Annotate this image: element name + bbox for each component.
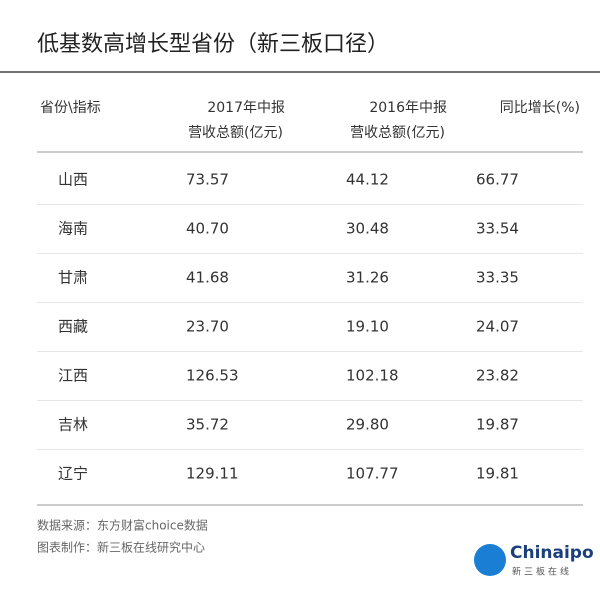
logo: Chinaipo 新三板在线 [474, 543, 594, 578]
value-cell: 33.54 [476, 220, 519, 238]
value-cell: 29.80 [346, 416, 389, 434]
column-header: 省份\指标 [40, 100, 101, 116]
value-cell: 33.35 [476, 269, 519, 287]
province-cell: 海南 [58, 220, 88, 238]
province-cell: 吉林 [58, 416, 88, 434]
value-cell: 30.48 [346, 220, 389, 238]
value-cell: 102.18 [346, 367, 399, 385]
value-cell: 44.12 [346, 171, 389, 189]
title: 低基数高增长型省份（新三板口径） [37, 32, 389, 57]
value-cell: 23.82 [476, 367, 519, 385]
province-cell: 江西 [58, 367, 88, 385]
value-cell: 24.07 [476, 318, 519, 336]
column-header: 2016年中报 [369, 100, 447, 116]
value-cell: 129.11 [186, 465, 239, 483]
logo-brand: Chinaipo [510, 543, 594, 563]
value-cell: 23.70 [186, 318, 229, 336]
value-cell: 126.53 [186, 367, 239, 385]
value-cell: 19.87 [476, 416, 519, 434]
value-cell: 35.72 [186, 416, 229, 434]
province-cell: 甘肃 [58, 269, 88, 287]
value-cell: 73.57 [186, 171, 229, 189]
value-cell: 66.77 [476, 171, 519, 189]
column-header: 2017年中报 [207, 100, 285, 116]
value-cell: 40.70 [186, 220, 229, 238]
credit-note: 图表制作：新三板在线研究中心 [37, 540, 205, 555]
value-cell: 19.81 [476, 465, 519, 483]
logo-subtitle: 新三板在线 [512, 566, 572, 578]
column-header: 同比增长(%) [500, 100, 580, 116]
value-cell: 19.10 [346, 318, 389, 336]
province-cell: 辽宁 [58, 465, 88, 483]
province-cell: 山西 [58, 171, 88, 189]
source-note: 数据来源：东方财富choice数据 [37, 518, 208, 533]
column-subheader: 营收总额(亿元) [188, 125, 283, 141]
column-subheader: 营收总额(亿元) [350, 125, 445, 141]
logo-badge [474, 544, 506, 576]
value-cell: 107.77 [346, 465, 399, 483]
value-cell: 31.26 [346, 269, 389, 287]
value-cell: 41.68 [186, 269, 229, 287]
province-cell: 西藏 [58, 318, 88, 336]
